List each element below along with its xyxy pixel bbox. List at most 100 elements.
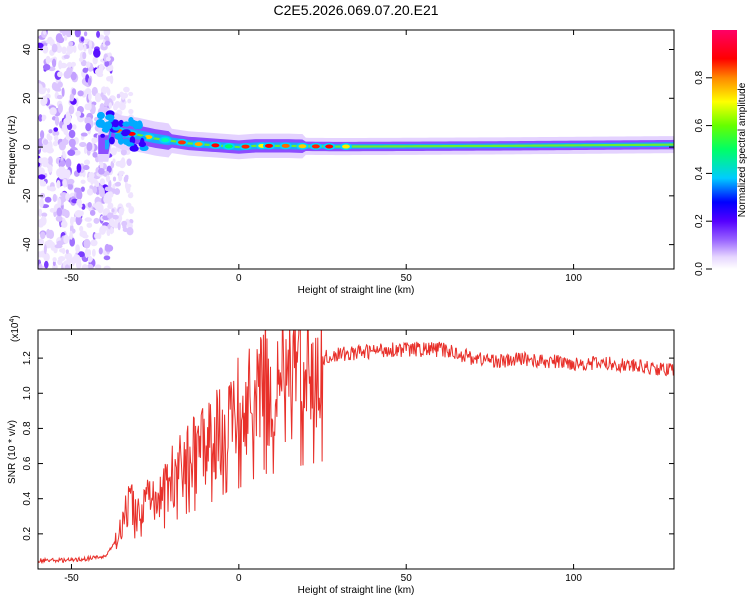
noise-blob (87, 202, 92, 208)
band-hotspot (211, 143, 220, 148)
band-blob (105, 114, 115, 121)
band-hotspot (311, 144, 320, 149)
band-blob (100, 122, 110, 129)
noise-blob (114, 188, 121, 195)
noise-blob (79, 141, 87, 148)
noise-blob (65, 111, 71, 119)
noise-blob (117, 222, 121, 231)
noise-blob (92, 151, 98, 158)
noise-blob (94, 68, 103, 76)
noise-blob (46, 88, 51, 94)
y-tick-label: 0.8 (22, 421, 33, 435)
x-tick-label: 100 (565, 573, 582, 584)
snr-panel: -50 0 50 100 0.2 0.4 0.6 0.8 1.0 1.2 Height of s… (7, 315, 675, 596)
noise-blob (63, 35, 68, 41)
snr-series-line (38, 330, 674, 565)
band-ridge-line (111, 126, 674, 149)
colorbar-tick-label: 0.8 (694, 70, 705, 84)
noise-blob (110, 227, 115, 234)
band-blob (125, 142, 135, 147)
band-blob (100, 133, 105, 138)
noise-blob (38, 42, 44, 49)
noise-blob (58, 60, 63, 70)
noise-blob (86, 142, 93, 152)
colorbar-tick-label: 0.2 (694, 214, 705, 228)
noise-blob (88, 47, 93, 55)
noise-blob (69, 230, 73, 240)
band-hotspot (224, 144, 233, 149)
noise-blob (92, 56, 98, 65)
x-tick-label: -50 (64, 273, 79, 284)
band-blob (112, 119, 120, 128)
noise-blob (75, 215, 82, 226)
snr-frame (37, 329, 675, 570)
band-hotspot (177, 140, 186, 145)
y-tick-label: 40 (22, 44, 33, 56)
noise-blob (61, 46, 67, 55)
y-tick-label: 0.4 (22, 491, 33, 505)
noise-blob (68, 129, 76, 139)
noise-blob (94, 232, 100, 239)
noise-blob (105, 56, 111, 62)
noise-blob (74, 30, 81, 38)
noise-blob (49, 140, 53, 151)
noise-blob (124, 174, 129, 179)
noise-blob (127, 98, 132, 104)
noise-blob (128, 205, 135, 214)
noise-blob (61, 220, 68, 228)
noise-blob (49, 208, 56, 213)
noise-blob (40, 180, 47, 187)
noise-blob (128, 108, 134, 115)
noise-blob (105, 175, 111, 183)
y-tick-label: 0.2 (22, 526, 33, 540)
noise-blob (112, 158, 116, 164)
noise-blob (76, 190, 83, 200)
band-hotspot (298, 144, 307, 149)
noise-blob (107, 204, 113, 209)
noise-blob (94, 201, 103, 211)
noise-blob (38, 174, 46, 180)
noise-blob (126, 158, 132, 167)
noise-blob (63, 54, 70, 59)
noise-blob (41, 115, 46, 122)
noise-blob (104, 99, 110, 105)
noise-blob (107, 191, 114, 198)
y-tick-label: 0 (22, 144, 33, 150)
noise-blob (80, 179, 86, 185)
noise-blob (86, 117, 92, 122)
noise-blob (89, 209, 96, 216)
noise-blob (112, 183, 116, 190)
noise-blob (115, 181, 121, 186)
noise-blob (92, 185, 98, 194)
noise-blob (55, 215, 63, 222)
noise-blob (65, 192, 70, 201)
band-hotspot (264, 143, 273, 148)
noise-blob (104, 40, 111, 46)
noise-blob (76, 198, 82, 206)
band-hotspot (325, 144, 334, 149)
noise-blob (38, 238, 45, 246)
noise-blob (75, 244, 80, 254)
noise-blob (96, 30, 101, 38)
noise-blob (120, 148, 127, 156)
band-blob (96, 111, 105, 120)
spectrogram-panel: -50 0 50 100 40 20 0 -20 -40 Height of straight… (7, 29, 675, 296)
noise-blob (75, 260, 82, 269)
noise-blob (54, 116, 60, 126)
noise-blob (39, 198, 44, 208)
snr-y-scale: (x104) (9, 315, 21, 342)
noise-blob (38, 263, 43, 269)
noise-blob (67, 149, 76, 156)
noise-blob (73, 149, 81, 156)
noise-blob (126, 227, 134, 236)
noise-blob (86, 222, 93, 228)
noise-blob (65, 158, 72, 168)
y-tick-label: 1.0 (22, 386, 33, 400)
noise-blob (39, 130, 45, 140)
noise-blob (54, 244, 63, 249)
noise-blob (63, 128, 69, 136)
noise-blob (79, 230, 88, 238)
noise-blob (38, 208, 43, 217)
noise-blob (83, 159, 91, 166)
noise-blob (48, 231, 54, 237)
